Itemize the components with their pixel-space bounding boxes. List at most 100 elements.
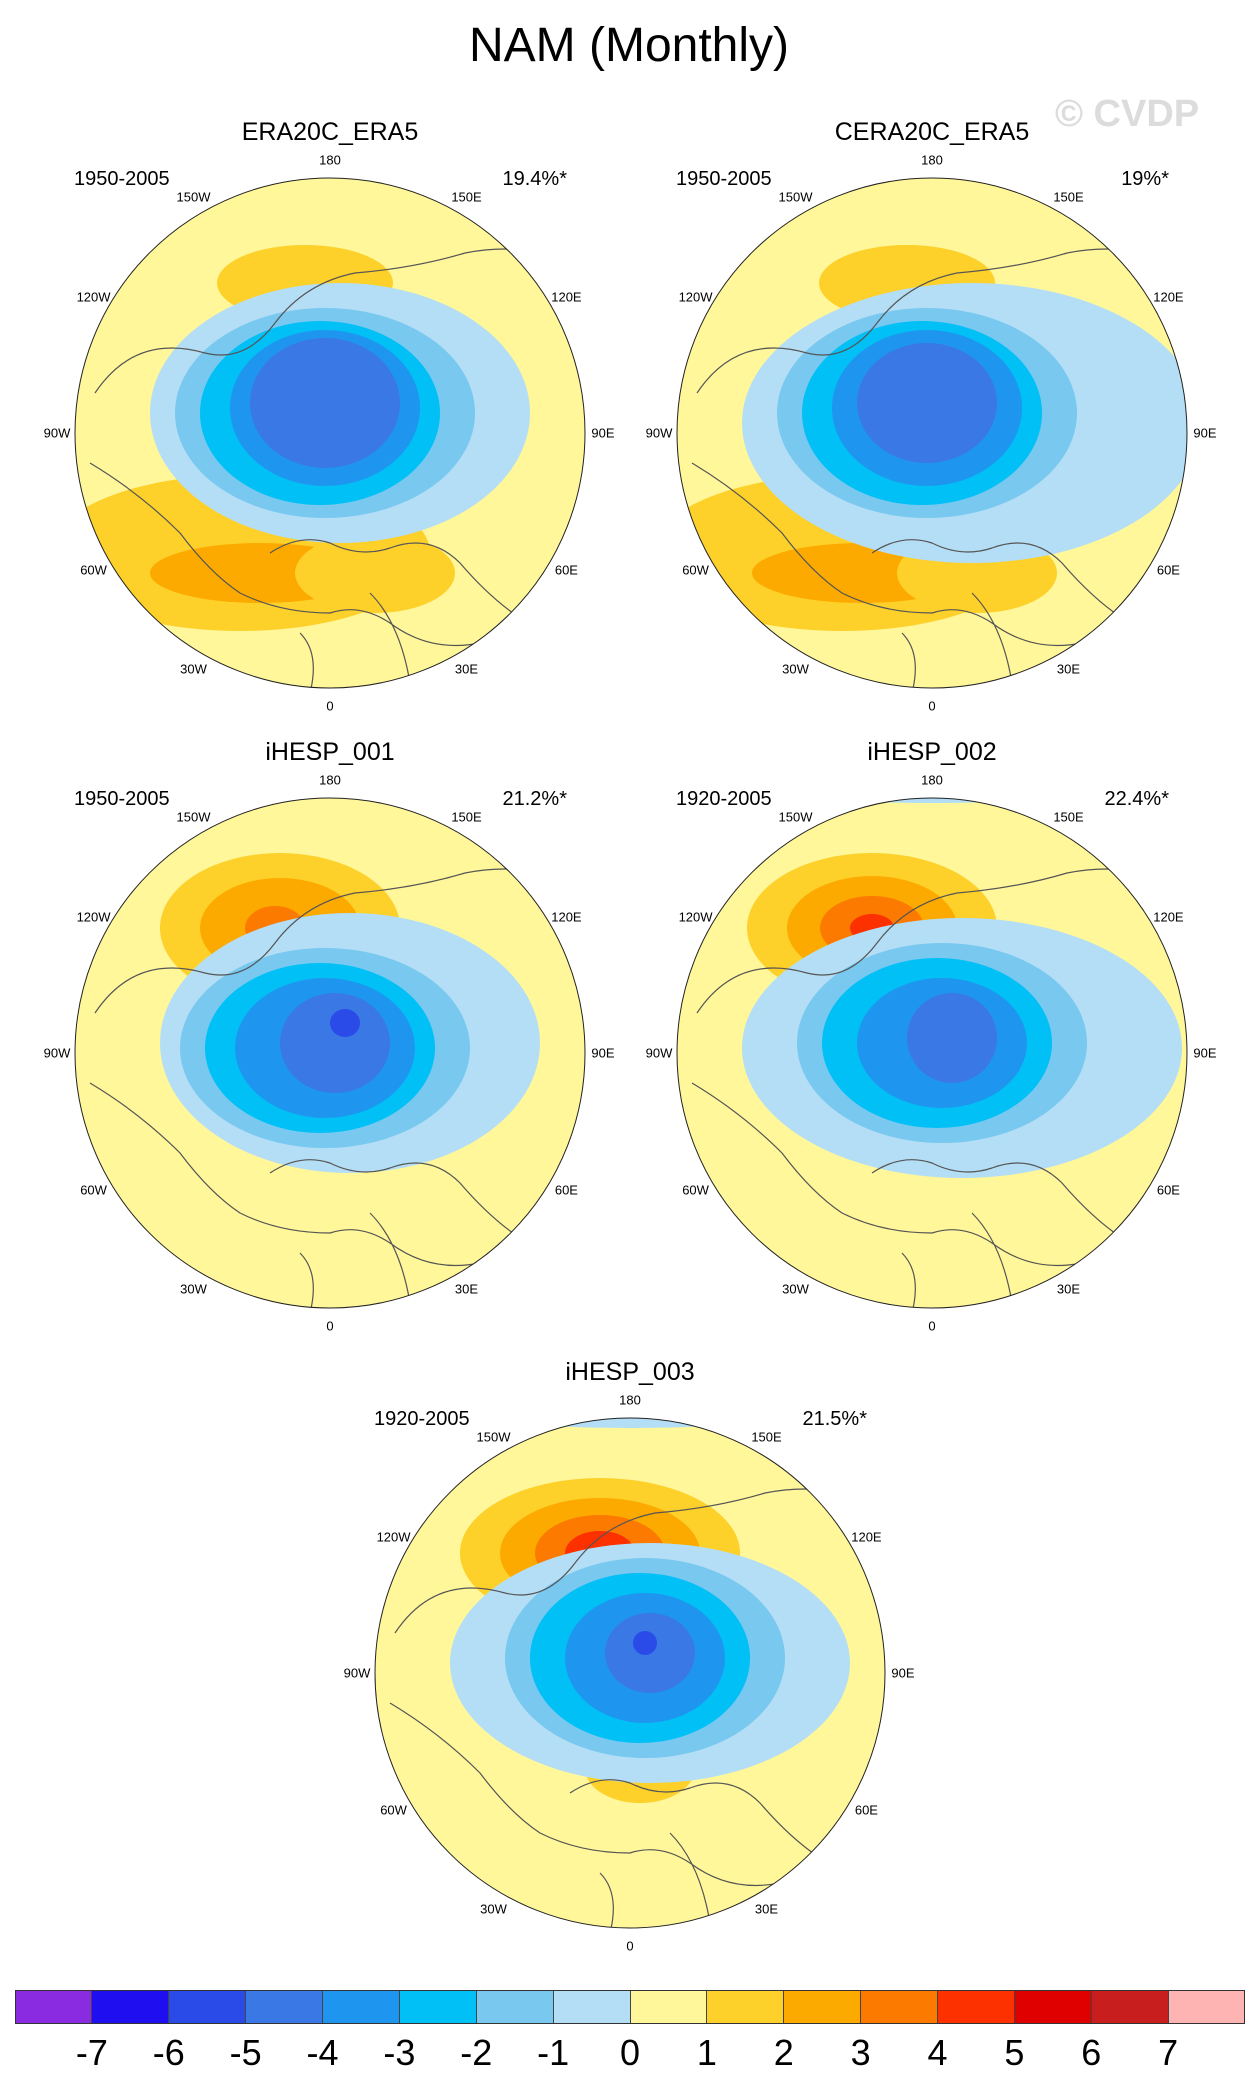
globe-outline <box>676 797 1188 1309</box>
longitude-label: 90W <box>645 425 673 441</box>
longitude-label: 180 <box>319 772 341 788</box>
contour-neg6 <box>633 1631 657 1655</box>
map-panel: iHESP_001 1950-2005 21.2%* 180 150E 120E 90E 60… <box>40 738 620 1338</box>
longitude-label: 90W <box>645 1045 673 1061</box>
longitude-label: 60W <box>80 562 107 577</box>
longitude-label: 150E <box>751 1429 782 1445</box>
globe-outline <box>676 177 1188 689</box>
panel-period: 1920-2005 <box>374 1408 470 1430</box>
longitude-label: 90W <box>43 1045 71 1061</box>
polar-map <box>74 797 586 1309</box>
longitude-label: 150W <box>778 189 813 205</box>
longitude-label: 150W <box>476 1429 511 1445</box>
watermark: © CVDP <box>1055 93 1200 135</box>
longitude-label: 0 <box>626 1938 634 1954</box>
colorbar-segment <box>399 1990 477 2024</box>
longitude-label: 30W <box>782 1281 809 1297</box>
coastline <box>691 868 1168 1308</box>
longitude-label: 90E <box>1193 425 1217 441</box>
colorbar-tick-label: -6 <box>152 2032 185 2073</box>
contour-pos1 <box>295 533 455 613</box>
colorbar <box>15 1990 1245 2024</box>
longitude-label: 120E <box>1153 289 1184 304</box>
colorbar-tick-label: -4 <box>306 2032 339 2073</box>
colorbar-tick-label: 1 <box>696 2032 717 2073</box>
panel-title: iHESP_002 <box>867 738 997 766</box>
colorbar-tick-label: 0 <box>619 2032 641 2073</box>
longitude-label: 90E <box>1193 1045 1217 1061</box>
coastline <box>89 868 566 1308</box>
longitude-label: 120E <box>551 289 582 304</box>
coastline <box>691 248 1168 688</box>
colorbar-segment <box>1169 1990 1245 2024</box>
globe-outline <box>374 1417 886 1929</box>
colorbar-tick-label: -5 <box>229 2032 262 2073</box>
colorbar-tick-label: -7 <box>75 2032 108 2073</box>
coastline <box>389 1488 866 1928</box>
map-panel: CERA20C_ERA5 1950-2005 19%* 180 150E 120E 90E 6… <box>642 118 1222 718</box>
longitude-label: 60W <box>682 562 709 577</box>
longitude-label: 120W <box>376 1529 411 1544</box>
colorbar-tick-label: 5 <box>1004 2032 1025 2073</box>
map-panel: iHESP_002 1920-2005 22.4%* 180 150E 120E 90E 60… <box>642 738 1222 1338</box>
colorbar-tick-label: 7 <box>1158 2032 1179 2073</box>
colorbar-tick-label: 3 <box>850 2032 871 2073</box>
longitude-label: 30E <box>454 661 479 677</box>
colorbar-segment <box>938 1990 1016 2024</box>
longitude-label: 150W <box>176 809 211 825</box>
contour-neg5 <box>250 338 400 468</box>
colorbar-tick-label: 2 <box>773 2032 794 2073</box>
colorbar-segment <box>322 1990 400 2024</box>
globe-outline <box>74 177 586 689</box>
longitude-label: 120E <box>851 1529 882 1544</box>
longitude-label: 150E <box>451 189 482 205</box>
longitude-label: 90W <box>343 1665 371 1681</box>
colorbar-segment <box>245 1990 323 2024</box>
polar-map <box>74 177 586 689</box>
contour-neg5 <box>280 993 390 1093</box>
panel-period: 1950-2005 <box>74 168 170 190</box>
panel-variance: 19%* <box>1121 168 1169 190</box>
longitude-label: 150W <box>778 809 813 825</box>
contour-neg6 <box>330 1009 360 1037</box>
longitude-label: 0 <box>326 698 334 714</box>
longitude-label: 90E <box>891 1665 915 1681</box>
longitude-label: 60E <box>554 1182 578 1197</box>
colorbar-segment <box>861 1990 939 2024</box>
colorbar-segment <box>1092 1990 1170 2024</box>
map-panel: ERA20C_ERA5 1950-2005 19.4%* 180 150E 120E 90E… <box>40 118 620 718</box>
longitude-label: 30W <box>180 661 207 677</box>
longitude-label: 120W <box>76 289 111 304</box>
coastline <box>89 248 566 688</box>
longitude-label: 180 <box>921 772 943 788</box>
longitude-label: 30E <box>1056 1281 1081 1297</box>
longitude-label: 150W <box>176 189 211 205</box>
longitude-label: 90E <box>591 425 615 441</box>
panel-title: iHESP_003 <box>565 1358 695 1386</box>
longitude-label: 120W <box>76 909 111 924</box>
colorbar-segment <box>553 1990 631 2024</box>
colorbar-segment <box>1015 1990 1093 2024</box>
longitude-label: 30W <box>782 661 809 677</box>
longitude-label: 180 <box>319 152 341 168</box>
contour-neg5 <box>907 993 997 1083</box>
longitude-label: 60E <box>554 562 578 577</box>
panel-variance: 21.5%* <box>802 1408 868 1430</box>
longitude-label: 60W <box>380 1802 407 1817</box>
panel-period: 1920-2005 <box>676 788 772 810</box>
panel-variance: 21.2%* <box>502 788 568 810</box>
colorbar-segment <box>476 1990 554 2024</box>
longitude-label: 90E <box>591 1045 615 1061</box>
longitude-label: 30E <box>1056 661 1081 677</box>
colorbar-segment <box>630 1990 708 2024</box>
contour-neg1 <box>375 1418 885 1428</box>
panel-period: 1950-2005 <box>74 788 170 810</box>
polar-map <box>676 177 1188 689</box>
longitude-label: 0 <box>928 698 936 714</box>
longitude-label: 0 <box>928 1318 936 1334</box>
panel-title: CERA20C_ERA5 <box>834 118 1030 146</box>
panel-variance: 19.4%* <box>502 168 568 190</box>
longitude-label: 150E <box>1053 809 1084 825</box>
polar-map <box>676 797 1188 1309</box>
contour-neg5 <box>857 343 997 463</box>
